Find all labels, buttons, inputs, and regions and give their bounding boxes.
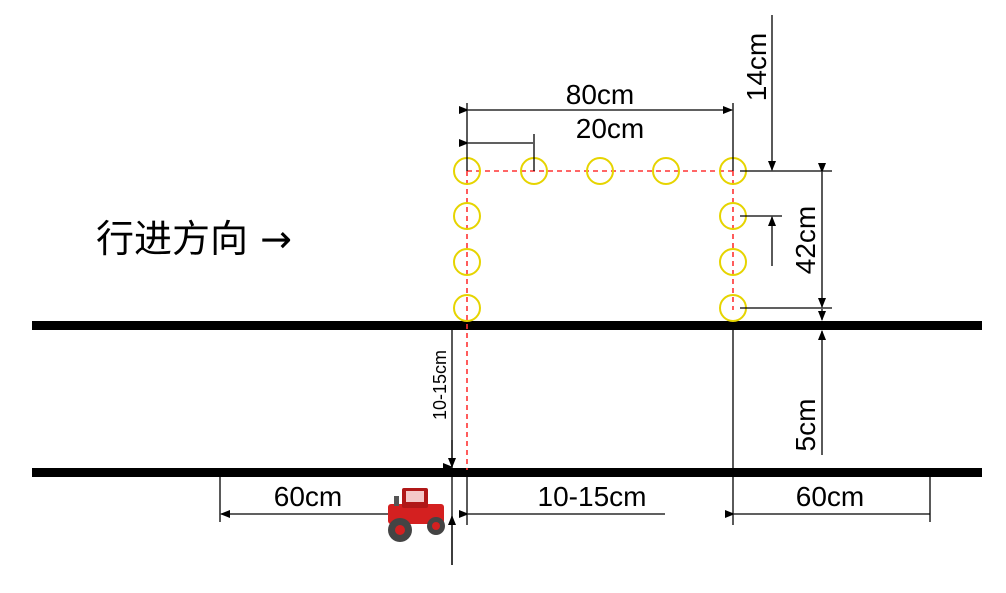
tractor-icon	[388, 488, 445, 542]
top-14-label: 14cm	[741, 33, 772, 101]
height-42-label: 42cm	[790, 206, 821, 274]
dashed-frame	[466, 170, 734, 470]
sensor-circles	[453, 157, 747, 322]
gap-5-label: 5cm	[790, 399, 821, 452]
bottom-left-60-label: 60cm	[274, 481, 342, 512]
circle	[652, 157, 680, 185]
bottom-mid-label: 10-15cm	[538, 481, 647, 512]
circle	[719, 248, 747, 276]
circle	[453, 248, 481, 276]
left-vertical-label: 10-15cm	[430, 350, 450, 420]
circle	[586, 157, 614, 185]
direction-label: 行进方向 →	[96, 217, 292, 261]
width-80-label: 80cm	[566, 79, 634, 110]
circle	[453, 202, 481, 230]
circle	[453, 294, 481, 322]
dimension-arrows	[220, 15, 930, 565]
spacing-20-label: 20cm	[576, 113, 644, 144]
bottom-rail	[32, 468, 982, 477]
bottom-right-60-label: 60cm	[796, 481, 864, 512]
top-rail	[32, 321, 982, 330]
